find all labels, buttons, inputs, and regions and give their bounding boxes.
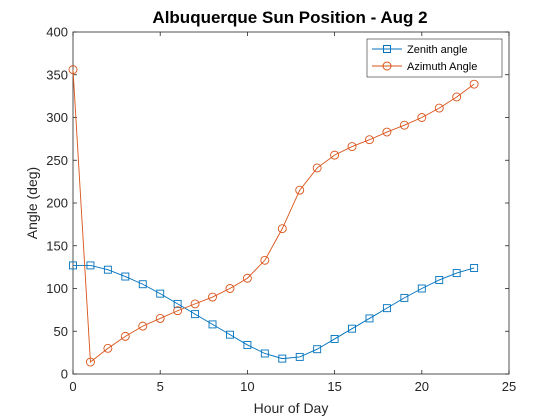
data-point-zenith [156,289,165,298]
y-tick-label: 100 [46,281,68,296]
plot-area [72,31,510,375]
data-point-zenith [260,349,269,358]
data-point-azimuth [365,135,374,145]
y-tick-label: 350 [46,67,68,82]
legend-label-zenith: Zenith angle [407,44,468,56]
data-point-zenith [226,330,234,339]
data-point-azimuth [469,79,479,89]
data-point-zenith [208,320,217,329]
data-point-azimuth [417,113,427,122]
data-point-zenith [330,334,339,343]
series-group [68,65,479,367]
data-point-azimuth [155,313,165,323]
data-point-azimuth [452,92,462,102]
data-point-azimuth [347,142,357,152]
legend-marker-zenith [383,45,391,53]
data-point-azimuth [382,127,392,137]
y-tick-label: 300 [46,110,68,125]
y-tick-label: 400 [46,25,68,40]
data-point-zenith [470,264,479,272]
data-point-azimuth [225,284,235,293]
data-point-zenith [69,261,77,270]
x-tick-label: 10 [240,379,254,394]
data-point-zenith [452,269,461,278]
data-point-azimuth [312,163,322,173]
x-tick-label: 5 [157,379,164,394]
y-tick-label: 250 [46,153,68,168]
data-point-zenith [348,324,356,333]
data-point-azimuth [85,357,95,367]
chart-title: Albuquerque Sun Position - Aug 2 [152,8,427,27]
data-point-zenith [121,272,130,281]
data-point-azimuth [68,65,78,75]
data-point-azimuth [103,343,113,353]
x-tick-label: 20 [415,379,429,394]
series-line-azimuth [72,69,475,363]
legend-label-azimuth: Azimuth Angle [407,61,477,73]
data-point-zenith [295,352,304,361]
data-point-azimuth [277,224,287,234]
data-point-zenith [417,284,426,293]
x-tick-label: 0 [69,379,76,394]
series-line-zenith [73,264,475,360]
data-point-azimuth [242,273,252,283]
x-axis-label: Hour of Day [254,400,329,416]
legend-marker-azimuth [382,61,392,71]
data-point-zenith [278,354,287,363]
data-point-azimuth [208,292,217,302]
y-tick-label: 50 [54,324,68,339]
data-point-zenith [138,280,147,289]
data-point-zenith [365,314,374,323]
data-point-azimuth [173,306,183,316]
data-point-zenith [173,299,182,308]
legend: Zenith angle Azimuth Angle [366,38,503,78]
data-point-azimuth [260,255,270,265]
data-point-zenith [382,304,391,313]
data-point-azimuth [138,321,148,331]
data-point-azimuth [399,120,409,130]
data-point-zenith [313,345,322,354]
y-tick-label: 200 [46,196,68,211]
data-point-azimuth [434,103,444,113]
data-point-azimuth [330,150,340,160]
y-tick-label: 150 [46,238,68,253]
data-point-zenith [400,293,409,302]
data-point-azimuth [295,185,305,195]
data-point-zenith [103,265,112,274]
x-tick-label: 15 [327,379,341,394]
data-point-zenith [435,276,444,284]
data-point-zenith [191,310,200,319]
data-point-azimuth [190,299,200,309]
y-axis-label: Angle (deg) [24,167,40,239]
data-point-zenith [243,340,252,349]
data-point-zenith [86,261,95,270]
y-tick-label: 0 [61,367,68,382]
data-point-azimuth [120,331,130,341]
x-tick-label: 25 [502,379,516,394]
